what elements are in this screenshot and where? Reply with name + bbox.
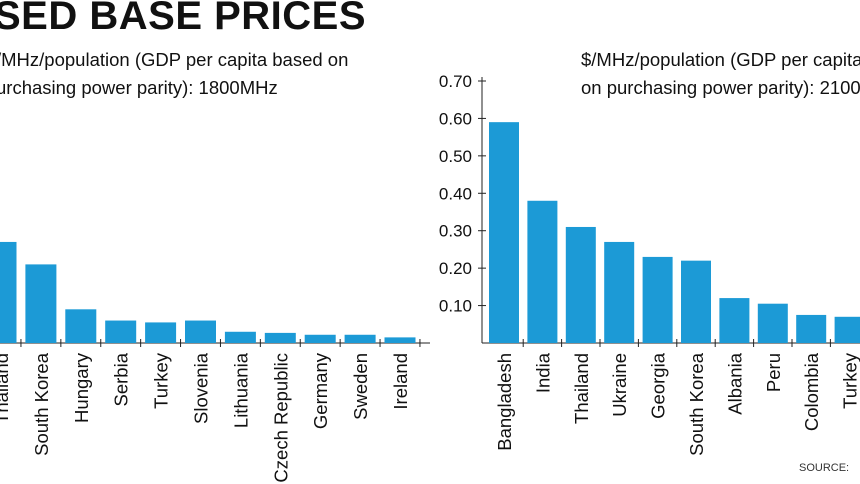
left-x-label-0: Thailand — [0, 353, 12, 424]
left-bar-3 — [105, 320, 137, 343]
left-bar-10 — [384, 337, 416, 343]
left-x-label-8: Germany — [310, 352, 331, 429]
right-bar-7 — [757, 303, 788, 343]
left-x-label-1: South Korea — [31, 352, 52, 456]
right-y-tick-label-0: 0.10 — [439, 297, 472, 316]
left-bar-2 — [65, 309, 97, 343]
left-bar-6 — [224, 331, 256, 343]
right-x-label-0: Bangladesh — [494, 353, 515, 451]
left-bar-0 — [0, 241, 17, 343]
right-bar-4 — [642, 256, 673, 343]
right-y-tick-label-1: 0.20 — [439, 259, 472, 278]
left-bar-4 — [145, 322, 177, 343]
left-x-label-2: Hungary — [71, 352, 92, 423]
right-y-tick-label-4: 0.50 — [439, 147, 472, 166]
right-x-label-3: Ukraine — [609, 353, 630, 417]
right-x-label-9: Turkey — [840, 352, 860, 409]
right-bar-8 — [796, 314, 827, 343]
right-subtitle-line-1: $/MHz/population (GDP per capita — [581, 49, 860, 70]
right-bar-1 — [527, 200, 558, 343]
left-chart-subtitle: /MHz/population (GDP per capita based on… — [0, 46, 348, 102]
right-bar-3 — [604, 241, 635, 343]
right-bar-2 — [565, 226, 596, 343]
right-y-tick-label-3: 0.40 — [439, 184, 472, 203]
right-x-label-8: Colombia — [801, 352, 822, 431]
left-x-label-5: Slovenia — [191, 352, 212, 424]
right-x-label-6: Albania — [724, 352, 745, 414]
left-bar-8 — [304, 334, 336, 343]
right-x-label-7: Peru — [763, 353, 784, 392]
left-x-label-10: Ireland — [390, 353, 411, 410]
source-label: SOURCE: — [799, 462, 850, 474]
left-x-label-9: Sweden — [350, 353, 371, 420]
right-x-label-4: Georgia — [648, 352, 669, 419]
left-x-label-6: Lithuania — [230, 352, 251, 428]
headline: SED BASE PRICES — [0, 0, 367, 38]
left-bar-5 — [185, 320, 216, 343]
right-y-tick-label-2: 0.30 — [439, 222, 472, 241]
right-x-label-5: South Korea — [686, 352, 707, 456]
left-x-label-4: Turkey — [151, 352, 172, 409]
right-y-tick-label-6: 0.70 — [439, 72, 472, 91]
right-subtitle-line-2: on purchasing power parity): 2100 — [581, 77, 860, 98]
right-bar-0 — [489, 122, 519, 344]
right-x-label-2: Thailand — [571, 353, 592, 424]
left-bar-1 — [25, 264, 57, 343]
right-bar-6 — [719, 298, 750, 343]
left-subtitle-line-2: urchasing power parity): 1800MHz — [0, 77, 278, 98]
right-bar-5 — [681, 260, 711, 343]
right-chart-subtitle: $/MHz/population (GDP per capita on purc… — [581, 46, 860, 102]
left-subtitle-line-1: /MHz/population (GDP per capita based on — [0, 49, 349, 70]
left-x-label-3: Serbia — [111, 352, 132, 406]
left-bar-7 — [264, 332, 296, 343]
right-bar-9 — [834, 316, 860, 343]
left-x-label-7: Czech Republic — [270, 353, 291, 483]
left-bar-9 — [344, 334, 376, 343]
right-x-label-1: India — [532, 352, 553, 393]
right-y-tick-label-5: 0.60 — [439, 109, 472, 128]
